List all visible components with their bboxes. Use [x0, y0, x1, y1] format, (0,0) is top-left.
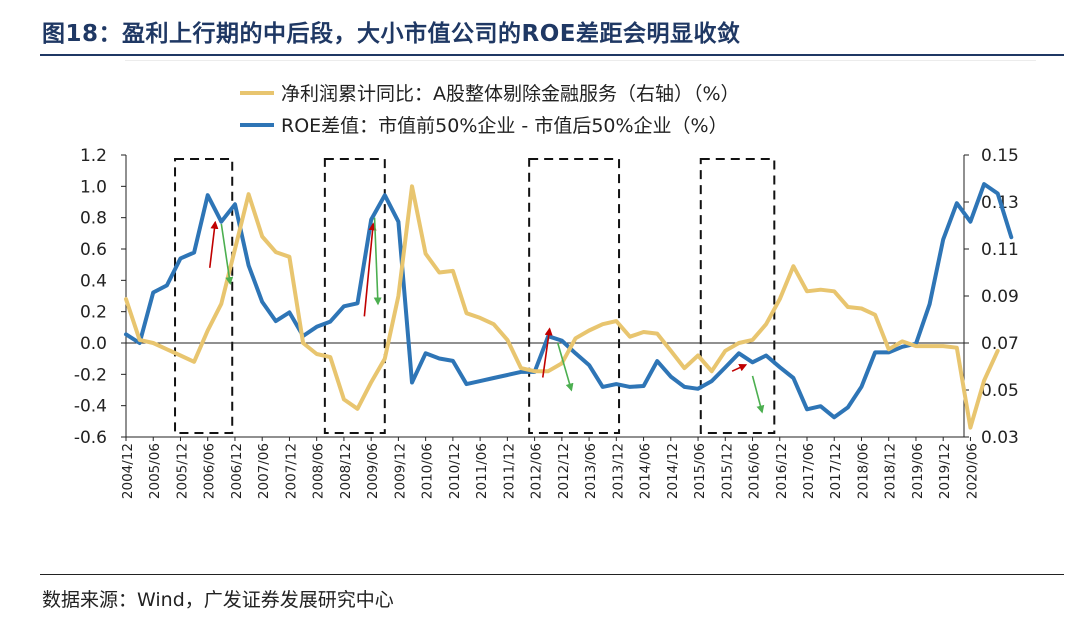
chart: 净利润累计同比：A股整体剔除金融服务（右轴）（%） ROE差值：市值前50%企业 … [74, 60, 1036, 499]
x-tick-label: 2004/12 [120, 443, 136, 499]
x-tick-label: 2007/06 [256, 443, 272, 499]
source-divider [40, 574, 1064, 575]
x-tick-label: 2018/06 [855, 443, 871, 499]
x-tick-label: 2015/06 [692, 443, 708, 499]
trend-arrow [208, 220, 219, 268]
series-line [124, 184, 1000, 430]
x-tick-label: 2011/06 [474, 443, 490, 499]
x-tick-label: 2009/12 [392, 443, 408, 499]
x-tick-label: 2006/06 [202, 443, 218, 499]
source-note: 数据来源：Wind，广发证券发展研究中心 [42, 589, 394, 611]
title-divider [40, 54, 1064, 56]
x-tick-label: 2017/06 [801, 443, 817, 499]
left-tick-label: 1.0 [80, 177, 107, 197]
left-tick-label: 0.8 [80, 209, 107, 229]
x-tick-label: 2007/12 [283, 443, 299, 499]
left-tick-label: 0.6 [80, 240, 107, 260]
x-tick-label: 2015/12 [719, 443, 735, 499]
trend-arrow [373, 217, 382, 306]
x-tick-label: 2013/06 [583, 443, 599, 499]
right-tick-label: 0.05 [981, 381, 1019, 401]
x-tick-label: 2018/12 [883, 443, 899, 499]
highlight-box [528, 158, 621, 434]
x-tick-label: 2011/12 [501, 443, 517, 499]
x-tick-label: 2008/06 [311, 443, 327, 499]
left-tick-label: 0.4 [80, 271, 107, 291]
left-tick-label: -0.2 [74, 365, 107, 385]
x-tick-label: 2010/06 [420, 443, 436, 499]
x-tick-label: 2014/12 [665, 443, 681, 499]
x-tick-label: 2009/06 [365, 443, 381, 499]
figure-title: 图18：盈利上行期的中后段，大小市值公司的ROE差距会明显收敛 [42, 21, 741, 47]
legend-label: 净利润累计同比：A股整体剔除金融服务（右轴）（%） [281, 83, 740, 105]
x-tick-label: 2020/06 [964, 443, 980, 499]
right-tick-label: 0.15 [981, 146, 1019, 166]
trend-arrow [541, 327, 553, 378]
legend: 净利润累计同比：A股整体剔除金融服务（右轴）（%） ROE差值：市值前50%企业 … [125, 60, 1036, 137]
x-tick-label: 2019/06 [910, 443, 926, 499]
right-tick-label: 0.07 [981, 334, 1019, 354]
trend-arrow [731, 363, 748, 372]
x-tick-label: 2016/06 [747, 443, 763, 499]
right-tick-label: 0.09 [981, 287, 1019, 307]
x-tick-label: 2012/12 [556, 443, 572, 499]
x-tick-label: 2005/12 [174, 443, 190, 499]
trend-arrows [208, 217, 765, 414]
highlight-box [174, 158, 234, 434]
trend-arrow [751, 375, 765, 414]
axes: 1.2 1.0 0.8 0.6 0.4 0.2 0.0 -0.2 -0.4 -0.6 0.15 0.1… [74, 146, 1019, 499]
highlight-box [323, 158, 386, 434]
x-tick-label: 2014/06 [638, 443, 654, 499]
trend-arrow [556, 342, 574, 392]
highlight-box [699, 158, 776, 434]
left-tick-label: -0.4 [74, 397, 107, 417]
left-tick-label: 0.0 [80, 334, 107, 354]
left-tick-label: 0.2 [80, 303, 107, 323]
x-tick-label: 2017/12 [828, 443, 844, 499]
right-tick-label: 0.03 [981, 428, 1019, 448]
highlight-boxes [174, 158, 776, 434]
x-tick-label: 2019/12 [937, 443, 953, 499]
x-tick-label: 2008/12 [338, 443, 354, 499]
left-tick-label: 1.2 [80, 146, 107, 166]
x-tick-label: 2016/12 [774, 443, 790, 499]
series-lines [124, 182, 1014, 430]
left-tick-label: -0.6 [74, 428, 107, 448]
x-tick-label: 2006/12 [229, 443, 245, 499]
x-tick-label: 2013/12 [610, 443, 626, 499]
trend-arrow [363, 222, 377, 317]
x-tick-label: 2010/12 [447, 443, 463, 499]
x-tick-label: 2005/06 [147, 443, 163, 499]
legend-label: ROE差值：市值前50%企业 - 市值后50%企业（%） [281, 115, 728, 137]
right-tick-label: 0.11 [981, 240, 1019, 260]
x-tick-label: 2012/06 [529, 443, 545, 499]
trend-arrow [220, 223, 234, 286]
